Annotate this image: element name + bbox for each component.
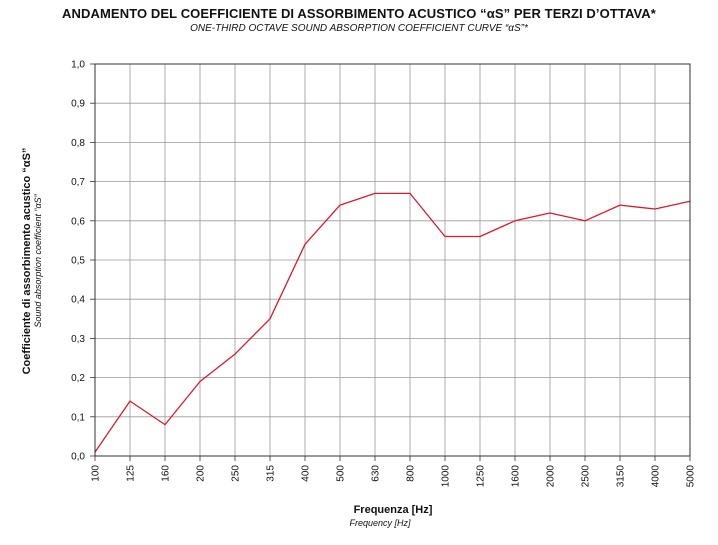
x-axis-title: Frequenza [Hz]: [354, 504, 433, 516]
y-tick-label: 0,2: [71, 373, 85, 384]
x-tick-label: 400: [301, 465, 312, 482]
x-tick-label: 3150: [616, 465, 627, 488]
y-tick-label: 1,0: [71, 60, 85, 71]
x-tick-label: 630: [371, 465, 382, 482]
data-point: [269, 318, 271, 320]
y-axis-subtitle: Sound absorption coefficient “αS”: [33, 193, 43, 327]
y-tick-label: 0,9: [71, 99, 85, 110]
data-point: [654, 208, 656, 210]
data-point: [409, 192, 411, 194]
chart-grid: [90, 63, 691, 461]
x-tick-labels: 100 125 160 200 250 315 400 500 630 800 1000 1250 16…: [91, 465, 697, 488]
data-point: [304, 243, 306, 245]
data-point: [549, 212, 551, 214]
x-tick-label: 800: [406, 465, 417, 482]
data-point: [444, 235, 446, 238]
data-point: [619, 204, 621, 206]
data-point: [374, 192, 376, 194]
y-axis-title: Coefficiente di assorbimento acustico “α…: [21, 148, 33, 375]
y-tick-label: 0,1: [71, 412, 85, 423]
y-tick-label: 0,5: [71, 256, 85, 267]
x-tick-label: 100: [91, 465, 102, 482]
y-tick-label: 0,0: [71, 452, 85, 463]
data-point: [584, 220, 586, 222]
x-tick-label: 250: [231, 465, 242, 482]
series-layer: [94, 192, 691, 453]
y-tick-labels: 0,0 0,1 0,2 0,3 0,4 0,5 0,6 0,7 0,8 0,9 1,0: [71, 60, 85, 463]
y-tick-label: 0,7: [71, 177, 85, 188]
series-line: [94, 192, 691, 453]
x-tick-label: 1600: [511, 465, 522, 488]
x-tick-label: 2000: [546, 465, 557, 488]
data-point: [339, 204, 341, 206]
plot-frame: [94, 63, 691, 457]
data-point: [234, 353, 236, 355]
y-tick-label: 0,6: [71, 216, 85, 227]
x-tick-label: 500: [336, 465, 347, 482]
x-tick-label: 1000: [441, 465, 452, 488]
data-point: [514, 220, 516, 222]
x-tick-label: 200: [196, 465, 207, 482]
x-tick-label: 1250: [476, 465, 487, 488]
data-point: [199, 380, 201, 383]
x-tick-label: 4000: [651, 465, 662, 488]
x-tick-label: 5000: [686, 465, 697, 488]
x-tick-label: 160: [161, 465, 172, 482]
y-tick-label: 0,4: [71, 295, 85, 306]
data-point: [164, 424, 166, 426]
x-tick-label: 315: [266, 465, 277, 482]
chart-subtitle: ONE-THIRD OCTAVE SOUND ABSORPTION COEFFI…: [190, 23, 528, 34]
x-tick-label: 2500: [581, 465, 592, 488]
y-tick-label: 0,8: [71, 138, 85, 149]
data-point: [129, 400, 131, 402]
chart-title: ANDAMENTO DEL COEFFICIENTE DI ASSORBIMEN…: [62, 6, 656, 21]
x-tick-label: 125: [126, 465, 137, 482]
data-point: [479, 235, 481, 238]
y-axis-title-group: Coefficiente di assorbimento acustico “α…: [21, 148, 43, 375]
x-axis-subtitle: Frequency [Hz]: [349, 518, 411, 528]
y-tick-label: 0,3: [71, 334, 85, 345]
